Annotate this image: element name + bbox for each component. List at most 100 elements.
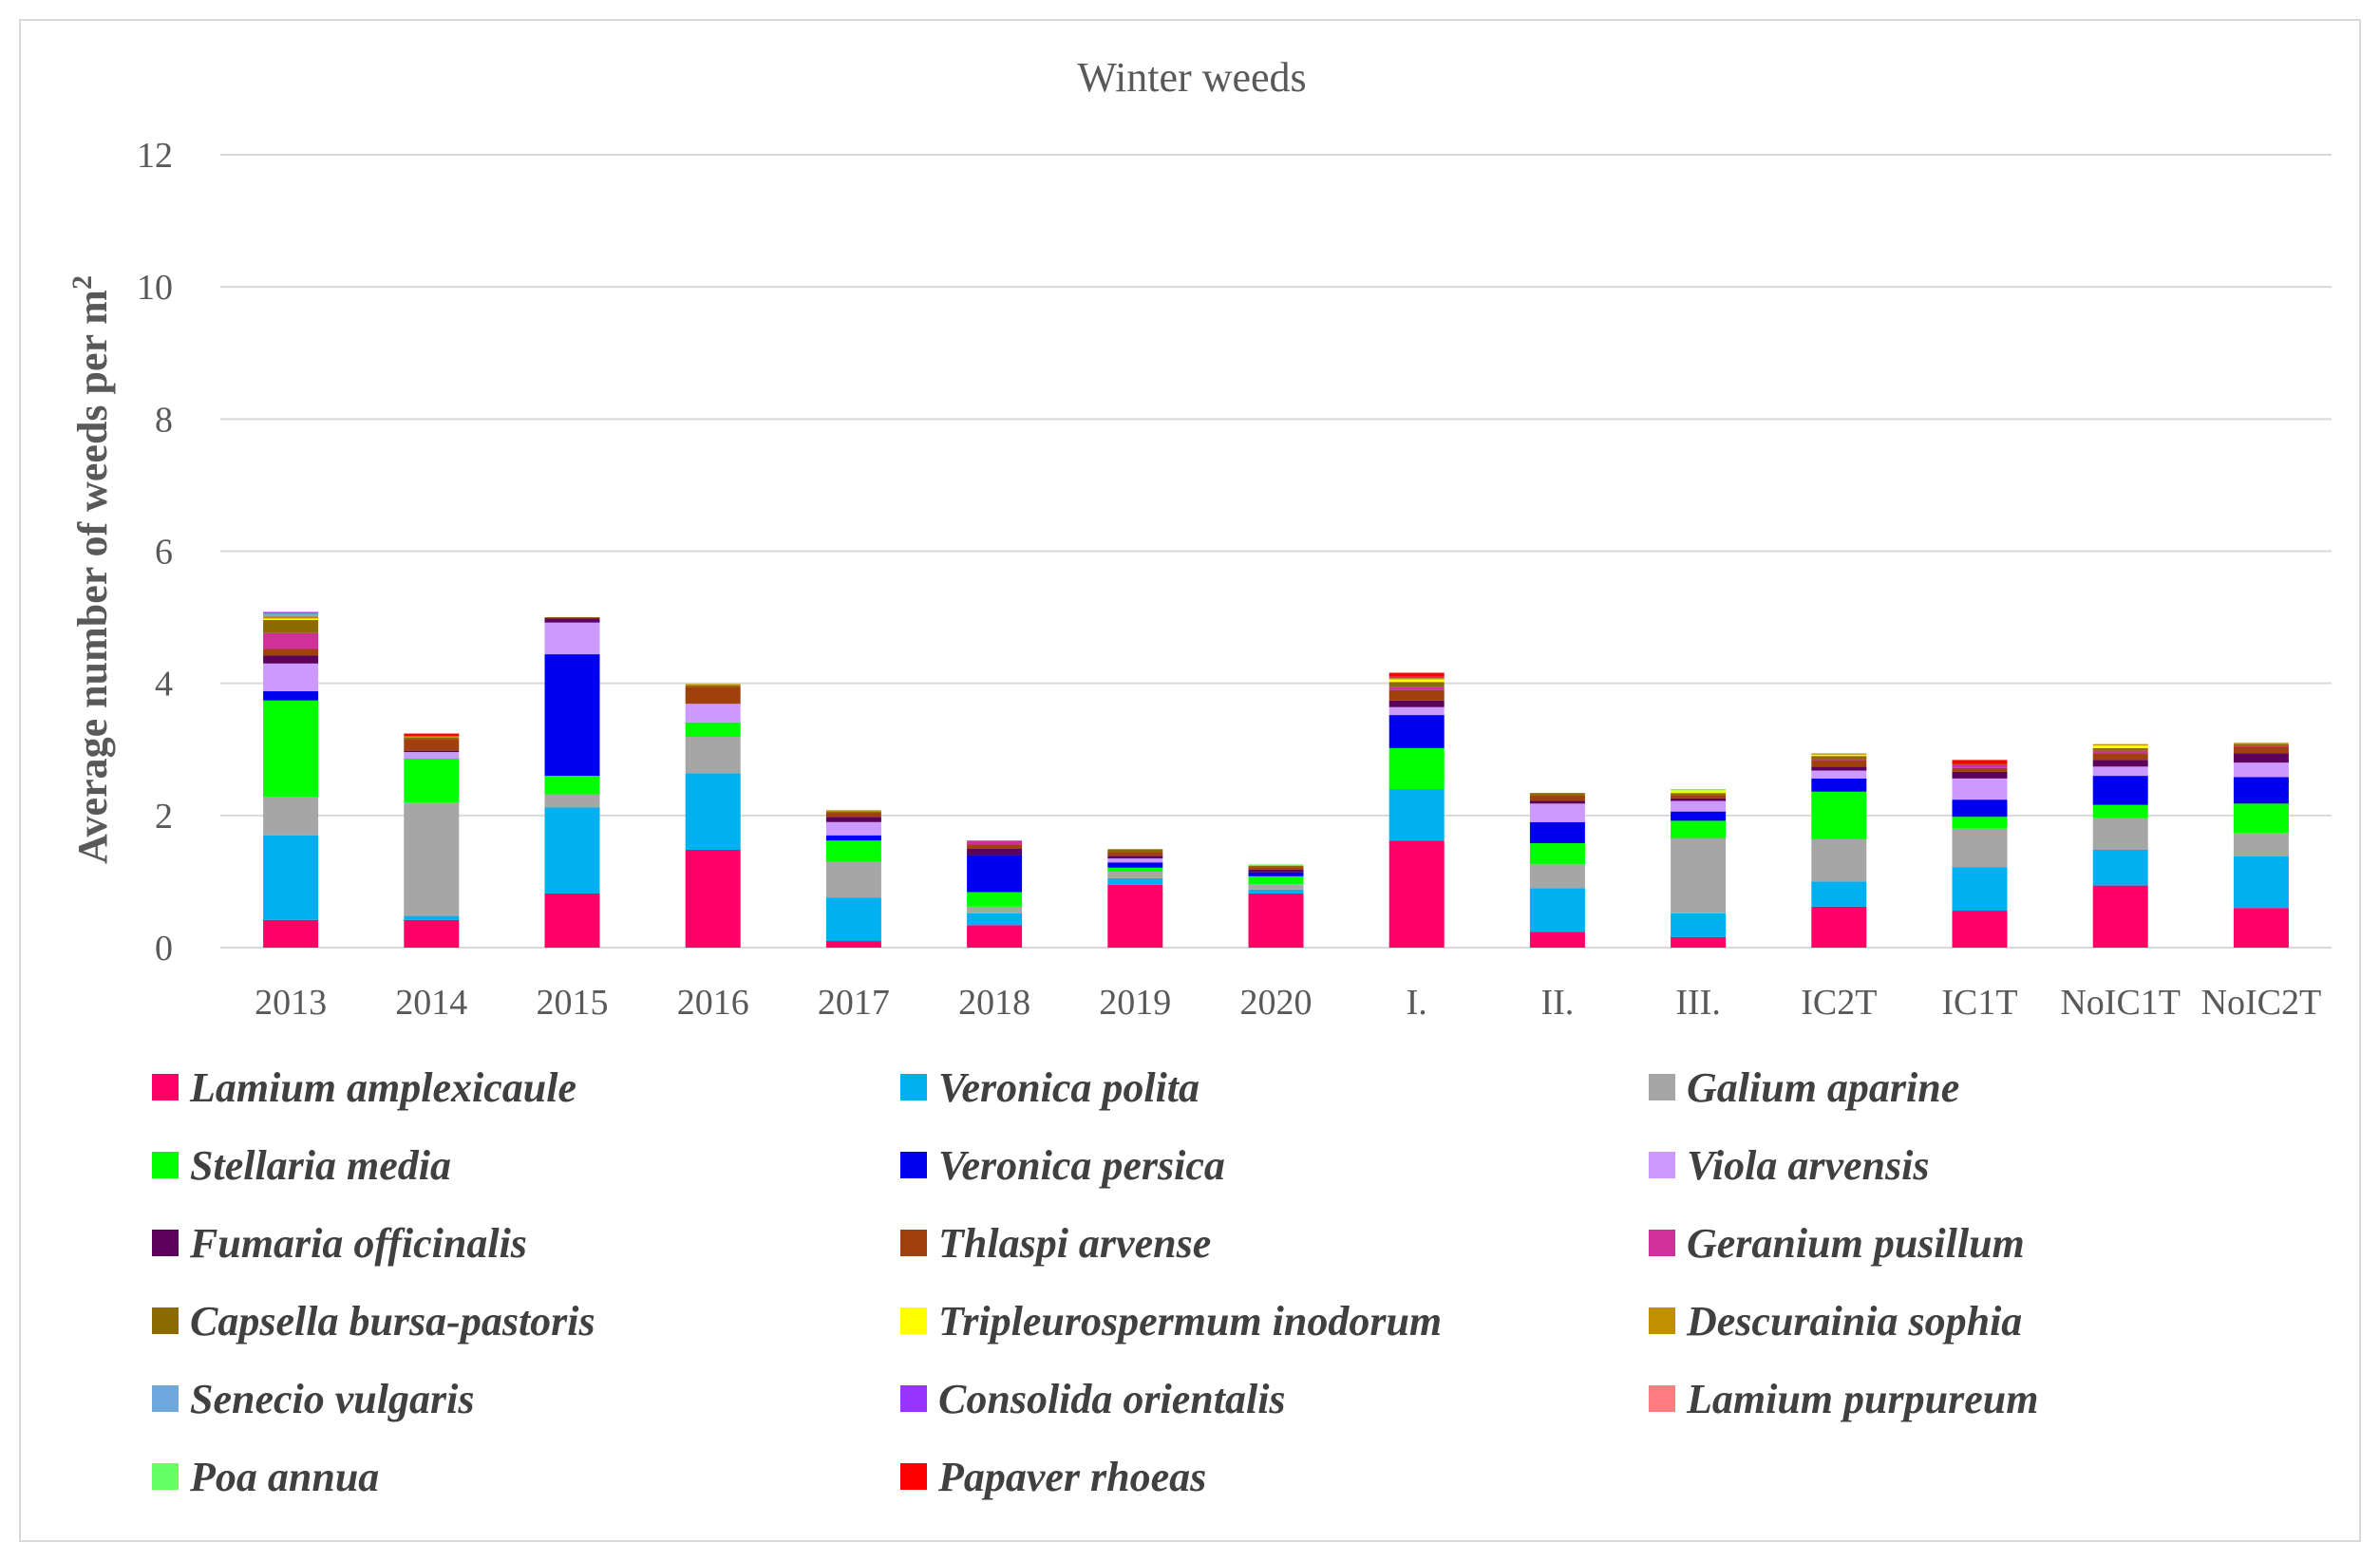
bar-segment <box>1952 764 2008 768</box>
bar-segment <box>544 794 600 808</box>
legend-swatch <box>152 1074 179 1100</box>
bar-segment <box>2233 762 2289 778</box>
legend-swatch <box>900 1463 927 1490</box>
bars <box>263 611 2289 948</box>
bar-segment <box>1107 852 1163 856</box>
bar-segment <box>1388 678 1445 680</box>
legend-item: Veronica polita <box>900 1064 1199 1111</box>
bar-segment <box>1671 793 1727 796</box>
bar-segment <box>263 691 319 701</box>
bar-segment <box>1388 679 1445 683</box>
bar-segment <box>825 821 881 836</box>
bar-segment <box>1811 770 1867 779</box>
bar-segment <box>544 654 600 777</box>
bar-segment <box>2233 832 2289 856</box>
bar-segment <box>404 919 460 948</box>
legend-swatch <box>900 1230 927 1256</box>
y-axis-label-superscript: 2 <box>66 275 98 290</box>
bar-segment <box>1248 865 1304 868</box>
bar-segment <box>1811 756 1867 759</box>
bar-segment <box>1529 931 1585 948</box>
chart-title: Winter weeds <box>1077 54 1306 101</box>
y-tick-label: 2 <box>155 797 173 837</box>
legend-item: Consolida orientalis <box>900 1376 1286 1422</box>
bar-segment <box>263 919 319 948</box>
bar-segment <box>967 912 1023 926</box>
bar-segment <box>263 655 319 664</box>
legend-label: Lamium purpureum <box>1686 1376 2038 1422</box>
bar-segment <box>1811 766 1867 771</box>
legend-item: Thlaspi arvense <box>900 1220 1211 1267</box>
x-tick-label: 2015 <box>537 983 609 1023</box>
legend-item: Veronica persica <box>900 1142 1225 1189</box>
bar-segment <box>1388 789 1445 841</box>
bar-segment <box>1248 875 1304 885</box>
bar-segment <box>1811 881 1867 907</box>
legend-item: Poa annua <box>152 1454 379 1500</box>
legend-swatch <box>1649 1230 1675 1256</box>
bar-segment <box>825 813 881 818</box>
x-tick-label: 2014 <box>395 983 467 1023</box>
bar-segment <box>825 810 881 812</box>
legend-label: Lamium amplexicaule <box>189 1064 576 1111</box>
bar-segment <box>1388 682 1445 687</box>
bar-segment <box>2092 804 2148 818</box>
y-axis-label-text: Average number of weeds per m <box>69 290 116 864</box>
legend-label: Geranium pusillum <box>1687 1220 2025 1267</box>
bar-segment <box>1248 889 1304 893</box>
legend-label: Fumaria officinalis <box>189 1220 527 1267</box>
bar-segment <box>1529 864 1585 889</box>
x-axis-ticks: 2013 2014 2015 2016 2017 2018 2019 2020 I. II. III… <box>255 983 2321 1023</box>
bar-segment <box>404 801 460 916</box>
legend-swatch <box>152 1463 179 1490</box>
bar-segment <box>685 773 741 851</box>
bar-segment <box>1107 867 1163 872</box>
bar-segment <box>685 737 741 774</box>
bar-segment <box>1248 869 1304 873</box>
bar-segment <box>967 840 1023 845</box>
legend-label: Thlaspi arvense <box>938 1220 1211 1267</box>
bar-segment <box>967 906 1023 913</box>
bar-segment <box>1952 817 2008 829</box>
bar-segment <box>1671 820 1727 838</box>
bar-segment <box>2092 753 2148 761</box>
bar-segment <box>1952 778 2008 800</box>
bar-segment <box>967 925 1023 948</box>
bar-segment <box>2233 777 2289 804</box>
bar-segment <box>404 915 460 920</box>
bar-segment <box>1671 811 1727 821</box>
legend-swatch <box>152 1152 179 1178</box>
bar-segment <box>1388 700 1445 707</box>
bar-segment <box>1107 877 1163 885</box>
y-tick-label: 12 <box>137 136 173 176</box>
bar-segment <box>2233 746 2289 754</box>
legend-item: Papaver rhoeas <box>900 1454 1206 1500</box>
bar-segment <box>1248 872 1304 876</box>
bar-segment <box>1248 893 1304 948</box>
bar-segment <box>2233 908 2289 948</box>
legend-label: Poa annua <box>189 1454 379 1500</box>
bar-segment <box>1671 790 1727 794</box>
bar-segment <box>1529 800 1585 804</box>
bar-segment <box>1529 821 1585 844</box>
bar-segment <box>1811 838 1867 882</box>
bar-segment <box>404 736 460 738</box>
bar-segment <box>1671 936 1727 948</box>
bar-segment <box>825 811 881 814</box>
bar-segment <box>1952 760 2008 764</box>
bar-segment <box>1952 867 2008 912</box>
x-tick-label: 2020 <box>1240 983 1313 1023</box>
x-tick-label: NoIC1T <box>2060 983 2181 1023</box>
legend-label: Viola arvensis <box>1687 1142 1930 1189</box>
bar-segment <box>1388 840 1445 948</box>
bar-segment <box>1388 676 1445 679</box>
bar-segment <box>2233 753 2289 763</box>
legend-swatch <box>152 1385 179 1412</box>
x-tick-label: NoIC2T <box>2201 983 2322 1023</box>
bar-segment <box>1388 706 1445 716</box>
x-tick-label: III. <box>1675 983 1720 1023</box>
bar-segment <box>685 850 741 948</box>
bar-segment <box>544 776 600 795</box>
legend-swatch <box>1649 1074 1675 1100</box>
bar-segment <box>404 752 460 759</box>
